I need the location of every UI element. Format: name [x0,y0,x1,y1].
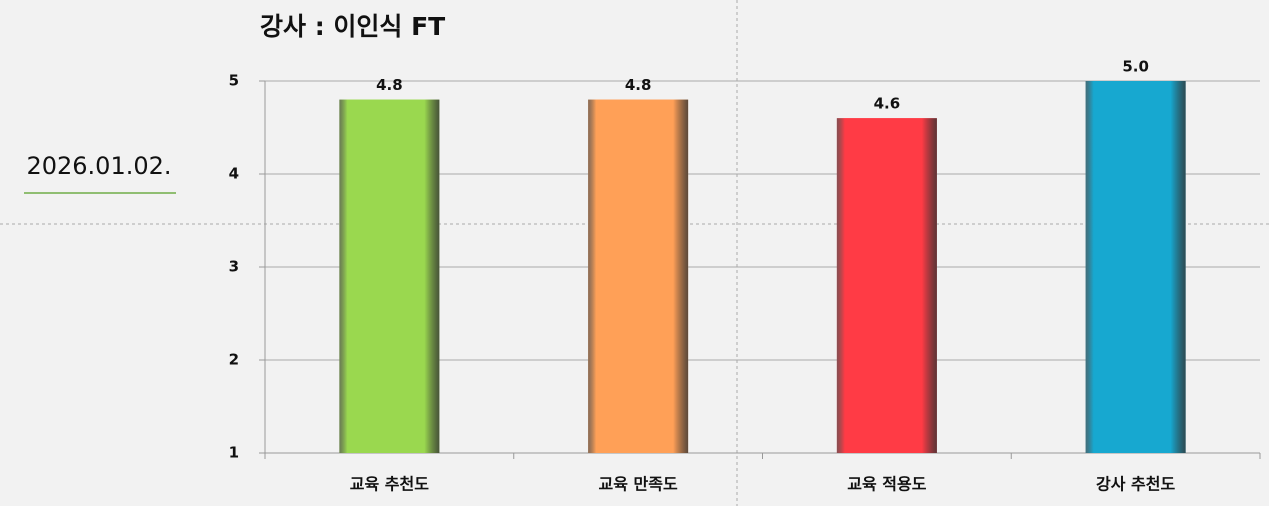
chart-title: 강사 : 이인식 FT [260,12,445,41]
y-tick-label: 3 [229,258,239,276]
x-tick-label: 교육 만족도 [599,475,678,494]
y-tick-label: 4 [229,165,239,183]
x-tick-label: 교육 추천도 [350,475,429,494]
x-tick-label: 강사 추천도 [1096,475,1175,494]
value-label: 4.6 [874,95,901,113]
bar [836,118,937,453]
value-label: 5.0 [1122,58,1149,76]
y-tick-label: 2 [229,351,239,369]
value-label: 4.8 [376,76,403,94]
y-tick-label: 5 [229,72,239,90]
bar [588,99,689,453]
bar [339,99,440,453]
bar [1085,81,1186,453]
date: 2026.01.02. [26,152,171,180]
y-tick-label: 1 [229,444,239,462]
value-label: 4.8 [625,76,652,94]
x-tick-label: 교육 적용도 [847,475,926,494]
